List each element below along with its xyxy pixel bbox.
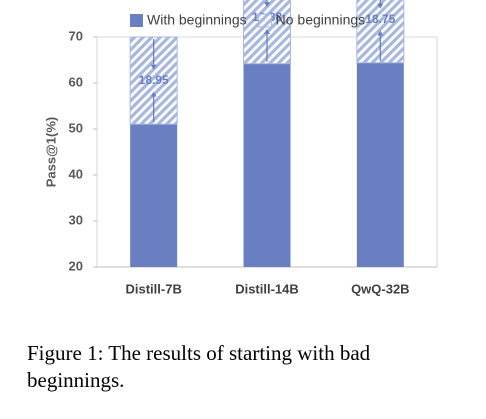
y-tick-label: 40 bbox=[69, 166, 83, 181]
arrow-head bbox=[264, 1, 270, 7]
legend-swatch bbox=[258, 13, 273, 28]
x-tick-label: Distill-14B bbox=[235, 281, 299, 296]
y-tick-label: 70 bbox=[69, 28, 83, 43]
legend-label: No beginnings bbox=[276, 12, 366, 28]
arrow-head bbox=[264, 28, 270, 34]
legend-label: With beginnings bbox=[147, 12, 247, 28]
arrow-head bbox=[377, 3, 384, 9]
bar-segment bbox=[243, 63, 291, 268]
arrow-head bbox=[150, 91, 157, 97]
bar-segment bbox=[356, 62, 404, 268]
x-tick-label: Distill-7B bbox=[125, 281, 181, 296]
bar-segment bbox=[130, 124, 178, 267]
arrow-head bbox=[377, 30, 384, 36]
y-axis-label: Pass@1(%) bbox=[43, 117, 58, 187]
y-tick-label: 20 bbox=[69, 258, 83, 273]
x-tick-label: QwQ-32B bbox=[351, 281, 410, 296]
y-tick-label: 30 bbox=[69, 212, 83, 227]
legend-swatch bbox=[130, 14, 143, 27]
value-label: 18.75 bbox=[365, 12, 395, 26]
caption: Figure 1: The results of starting with b… bbox=[27, 341, 371, 392]
arrow-head bbox=[150, 64, 157, 70]
y-tick-label: 60 bbox=[69, 74, 83, 89]
y-tick-label: 50 bbox=[69, 120, 83, 135]
value-label: 18.95 bbox=[139, 73, 169, 87]
